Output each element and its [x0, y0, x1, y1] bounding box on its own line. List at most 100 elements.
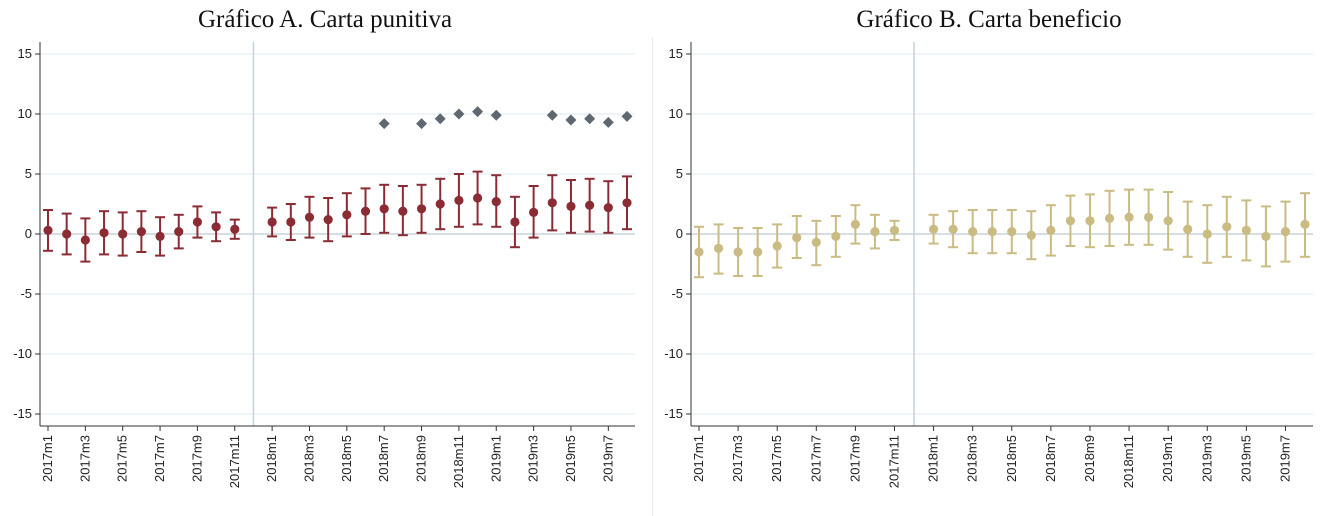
estimate-point	[323, 215, 333, 225]
x-tick-label: 2018m5	[339, 435, 354, 482]
estimate-point	[62, 229, 72, 239]
x-tick-label: 2017m9	[189, 435, 204, 482]
y-tick-label: -15	[664, 406, 683, 421]
y-tick-label: -10	[13, 346, 32, 361]
y-tick-label: 10	[18, 106, 32, 121]
estimate-point	[99, 228, 109, 238]
x-tick-label: 2019m5	[1238, 435, 1253, 482]
x-tick-label: 2019m3	[1199, 435, 1214, 482]
estimate-point	[987, 227, 997, 237]
estimate-point	[1046, 225, 1056, 235]
estimate-point	[211, 222, 221, 232]
y-tick-label: 15	[669, 46, 683, 61]
panel-divider	[652, 38, 653, 516]
estimate-point	[230, 224, 240, 234]
estimate-point	[792, 233, 802, 243]
estimate-point	[1144, 212, 1154, 222]
estimate-point	[831, 231, 841, 241]
estimate-point	[948, 224, 958, 234]
y-tick-label: -10	[664, 346, 683, 361]
y-tick-label: 5	[25, 166, 32, 181]
estimate-point	[753, 247, 763, 257]
x-tick-label: 2018m3	[301, 435, 316, 482]
chart-panel-b: Gráfico B. Carta beneficio 15 10 5 0 -5 -10 -1…	[655, 0, 1323, 516]
estimate-point	[1124, 212, 1134, 222]
y-tick-label: -5	[20, 286, 32, 301]
chart-panel-a: Gráfico A. Carta punitiva 15 10 5 0 -5 -10 -15…	[0, 0, 650, 516]
x-tick-label: 2018m5	[1004, 435, 1019, 482]
estimate-point	[80, 235, 90, 245]
estimate-point	[174, 227, 184, 237]
diamond-marker	[378, 118, 390, 130]
estimate-point	[136, 227, 146, 237]
estimate-point	[733, 247, 743, 257]
y-tick-label: 10	[669, 106, 683, 121]
diamond-marker	[490, 109, 502, 121]
estimate-point	[454, 195, 464, 205]
x-tick-label: 2019m5	[563, 435, 578, 482]
x-tick-label: 2017m11	[227, 435, 242, 488]
x-tick-label: 2018m11	[1121, 435, 1136, 488]
diamond-marker	[453, 108, 465, 120]
estimate-point	[398, 206, 408, 216]
estimate-point	[622, 198, 632, 208]
estimate-point	[472, 193, 483, 203]
y-tick-label: -5	[671, 286, 683, 301]
x-tick-label: 2019m1	[488, 435, 503, 482]
estimate-point	[928, 224, 939, 234]
x-tick-label: 2018m7	[1043, 435, 1058, 482]
estimate-point	[694, 247, 704, 257]
estimate-point	[1222, 222, 1232, 232]
x-tick-label: 2017m5	[115, 435, 130, 482]
estimate-point	[1202, 229, 1212, 239]
y-tick-label: 0	[25, 226, 32, 241]
estimate-point	[1300, 219, 1310, 229]
x-tick-label: 2017m1	[691, 435, 706, 482]
diamond-marker	[565, 114, 577, 126]
estimate-point	[547, 198, 557, 208]
estimate-point	[1026, 230, 1036, 240]
estimate-point	[1085, 216, 1095, 226]
estimate-point	[811, 237, 821, 247]
y-tick-label: 15	[18, 46, 32, 61]
x-tick-label: 2017m9	[847, 435, 862, 482]
estimate-point	[286, 217, 296, 227]
estimate-point	[1007, 227, 1017, 237]
y-tick-label: -15	[13, 406, 32, 421]
diamond-marker	[602, 116, 614, 128]
x-tick-label: 2017m3	[77, 435, 92, 482]
x-tick-label: 2017m11	[886, 435, 901, 488]
estimate-point	[850, 219, 860, 229]
estimate-point	[585, 200, 595, 210]
chart-title: Gráfico A. Carta punitiva	[197, 6, 453, 33]
x-tick-label: 2017m3	[730, 435, 745, 482]
chart-b-svg: 15 10 5 0 -5 -10 -15 2017m1 2017m3 2017m5 2017m7 20…	[664, 42, 1313, 488]
estimate-point	[1261, 231, 1271, 241]
x-tick-label: 2018m7	[376, 435, 391, 482]
x-tick-label: 2018m3	[965, 435, 980, 482]
estimate-point	[510, 217, 520, 227]
estimate-point	[1163, 216, 1173, 226]
estimate-point	[713, 243, 724, 253]
diamond-marker	[621, 110, 633, 122]
estimate-point	[304, 212, 315, 222]
estimate-point	[566, 201, 576, 211]
estimate-point	[379, 204, 389, 214]
estimate-point	[772, 241, 782, 251]
estimate-point	[192, 217, 203, 227]
estimate-point	[43, 225, 53, 235]
estimate-point	[529, 207, 539, 217]
diamond-marker	[416, 118, 428, 130]
x-tick-label: 2018m11	[451, 435, 466, 488]
diamond-marker	[434, 113, 446, 125]
estimate-point	[1065, 216, 1076, 226]
y-tick-label: 5	[676, 166, 683, 181]
estimate-point	[1241, 225, 1251, 235]
estimate-point	[155, 231, 165, 241]
diamond-marker	[472, 106, 484, 118]
estimate-point	[491, 197, 501, 207]
x-tick-label: 2017m7	[808, 435, 823, 482]
x-tick-label: 2019m1	[1160, 435, 1175, 482]
x-tick-label: 2017m5	[769, 435, 784, 482]
estimate-point	[416, 204, 427, 214]
